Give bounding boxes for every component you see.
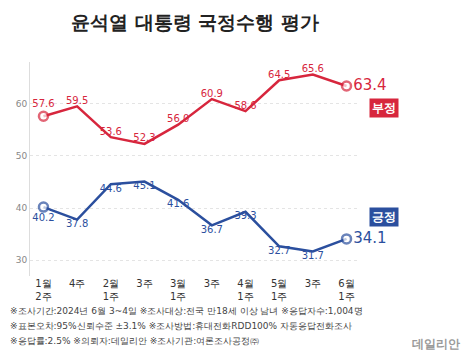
svg-text:6월1주: 6월1주 [338, 278, 354, 302]
svg-text:60.9: 60.9 [201, 88, 223, 99]
svg-text:40: 40 [16, 203, 28, 213]
svg-text:3주: 3주 [305, 278, 321, 289]
svg-text:※표본오차:95%신뢰수준 ±3.1% ※조사방법:휴대전화: ※표본오차:95%신뢰수준 ±3.1% ※조사방법:휴대전화RDD100% 자동… [10, 321, 352, 331]
svg-text:50: 50 [16, 151, 28, 161]
svg-text:56.0: 56.0 [167, 113, 189, 124]
svg-text:윤석열 대통령 국정수행 평가: 윤석열 대통령 국정수행 평가 [71, 11, 319, 33]
svg-text:40.2: 40.2 [32, 212, 54, 223]
svg-text:39.3: 39.3 [234, 210, 256, 221]
svg-text:52.3: 52.3 [133, 132, 155, 143]
svg-text:3주: 3주 [136, 278, 152, 289]
svg-text:1월2주: 1월2주 [35, 278, 51, 302]
svg-text:64.5: 64.5 [268, 69, 290, 80]
svg-text:59.5: 59.5 [66, 95, 88, 106]
svg-text:57.6: 57.6 [32, 98, 54, 109]
svg-text:데일리안: 데일리안 [412, 337, 460, 351]
svg-text:34.1: 34.1 [353, 229, 386, 247]
svg-text:41.6: 41.6 [167, 198, 189, 209]
svg-text:5월1주: 5월1주 [271, 278, 287, 302]
svg-text:45.1: 45.1 [133, 180, 155, 191]
svg-text:3주: 3주 [204, 278, 220, 289]
svg-text:※응답률:2.5% ※의뢰자:데일리안 ※조사기관:여론조사: ※응답률:2.5% ※의뢰자:데일리안 ※조사기관:여론조사공정㈜ [10, 336, 259, 346]
svg-text:53.6: 53.6 [100, 126, 122, 137]
svg-text:63.4: 63.4 [353, 76, 386, 94]
svg-text:부정: 부정 [372, 101, 396, 115]
svg-text:44.6: 44.6 [100, 183, 122, 194]
svg-text:4월1주: 4월1주 [237, 278, 253, 302]
svg-text:2월1주: 2월1주 [103, 278, 119, 302]
svg-text:32.7: 32.7 [268, 245, 290, 256]
svg-text:긍정: 긍정 [372, 210, 396, 224]
svg-text:※조사기간:2024년 6월 3~4일 ※조사대상:전국 만: ※조사기간:2024년 6월 3~4일 ※조사대상:전국 만18세 이상 남녀 … [10, 306, 363, 316]
svg-text:65.6: 65.6 [302, 63, 324, 74]
svg-text:58.6: 58.6 [234, 100, 256, 111]
svg-text:37.8: 37.8 [66, 218, 88, 229]
svg-text:4주: 4주 [69, 278, 85, 289]
svg-text:60: 60 [16, 99, 28, 109]
svg-text:30: 30 [16, 255, 28, 265]
svg-text:3월1주: 3월1주 [170, 278, 186, 302]
svg-text:36.7: 36.7 [201, 224, 223, 235]
svg-text:31.7: 31.7 [302, 250, 324, 261]
